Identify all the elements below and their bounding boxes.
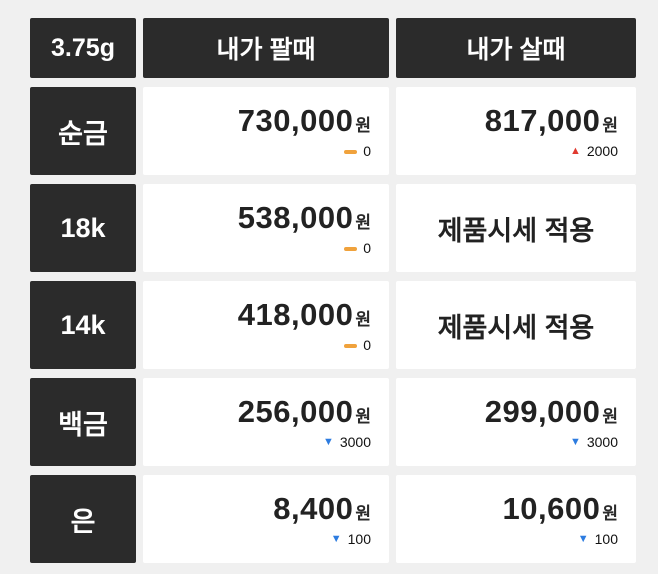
header-unit: 3.75g [30,18,136,78]
buy-header-label: 내가 살때 [466,36,566,64]
price-line: 730,000 원 [238,103,371,139]
down-triangle-icon [331,534,342,545]
price-change: 3000 [323,435,371,450]
currency-suffix: 원 [355,504,371,523]
header-buy: 내가 살때 [396,18,636,78]
currency-suffix: 원 [355,310,371,329]
currency-suffix: 원 [602,504,618,523]
up-triangle-icon [570,146,581,157]
price-value: 730,000 [237,103,354,138]
row-label: 순금 [58,118,108,149]
silver-buy-cell: 10,600 원 100 [396,475,636,563]
label-14k: 14k [30,281,136,369]
price-line: 10,600 원 [503,491,618,527]
sell-header-label: 내가 팔때 [216,36,316,64]
down-triangle-icon [570,437,581,448]
price-value: 817,000 [484,103,601,138]
currency-suffix: 원 [355,116,371,135]
label-pure-gold: 순금 [30,87,136,175]
currency-suffix: 원 [355,407,371,426]
14k-sell-cell: 418,000 원 0 [143,281,389,369]
label-18k: 18k [30,184,136,272]
change-value: 3000 [339,434,371,450]
price-line: 817,000 원 [485,103,618,139]
price-value: 10,600 [502,491,601,526]
18k-buy-cell: 제품시세 적용 [396,184,636,272]
price-line: 8,400 원 [273,491,371,527]
14k-buy-cell: 제품시세 적용 [396,281,636,369]
change-value: 0 [363,143,371,159]
flat-dash-icon [344,343,358,348]
price-change: 0 [344,338,371,353]
change-value: 2000 [586,143,618,159]
change-value: 0 [363,337,371,353]
price-change: 3000 [570,435,618,450]
flat-dash-icon [344,246,358,251]
flat-dash-icon [344,149,358,154]
product-price-notice: 제품시세 적용 [437,215,595,246]
currency-suffix: 원 [355,213,371,232]
price-value: 418,000 [237,297,354,332]
pure-gold-buy-cell: 817,000 원 2000 [396,87,636,175]
down-triangle-icon [578,534,589,545]
change-value: 100 [594,531,618,547]
silver-sell-cell: 8,400 원 100 [143,475,389,563]
change-value: 0 [363,240,371,256]
label-silver: 은 [30,475,136,563]
down-triangle-icon [323,437,334,448]
platinum-buy-cell: 299,000 원 3000 [396,378,636,466]
unit-label: 3.75g [51,33,115,62]
price-line: 256,000 원 [238,394,371,430]
18k-sell-cell: 538,000 원 0 [143,184,389,272]
price-change: 0 [344,241,371,256]
price-value: 538,000 [237,200,354,235]
currency-suffix: 원 [602,116,618,135]
row-label: 14k [60,309,106,340]
price-change: 2000 [570,144,618,159]
pure-gold-sell-cell: 730,000 원 0 [143,87,389,175]
row-label: 백금 [58,409,108,440]
platinum-sell-cell: 256,000 원 3000 [143,378,389,466]
row-label: 18k [60,212,106,243]
price-change: 0 [344,144,371,159]
product-price-notice: 제품시세 적용 [437,312,595,343]
price-line: 299,000 원 [485,394,618,430]
row-label: 은 [70,506,96,537]
price-value: 299,000 [484,394,601,429]
price-change: 100 [578,532,618,547]
change-value: 100 [347,531,371,547]
label-platinum: 백금 [30,378,136,466]
price-line: 538,000 원 [238,200,371,236]
currency-suffix: 원 [602,407,618,426]
price-change: 100 [331,532,371,547]
header-sell: 내가 팔때 [143,18,389,78]
change-value: 3000 [586,434,618,450]
price-value: 256,000 [237,394,354,429]
price-line: 418,000 원 [238,297,371,333]
price-value: 8,400 [273,491,354,526]
